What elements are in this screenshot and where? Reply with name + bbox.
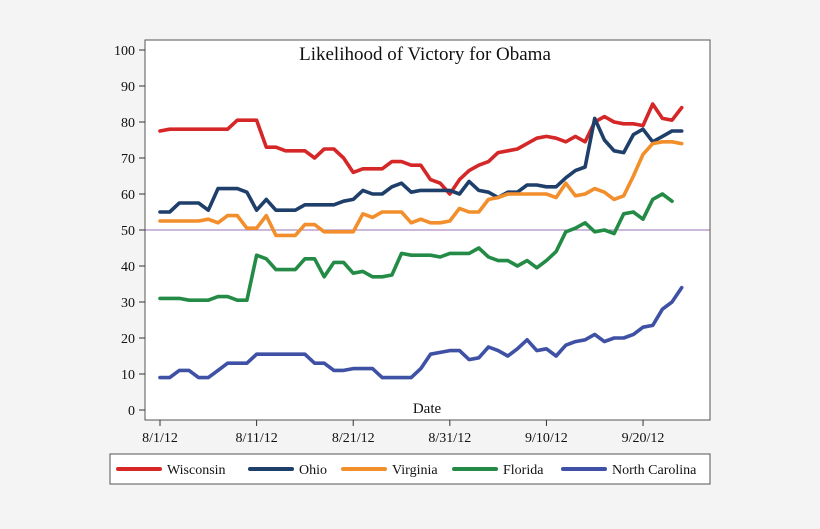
legend-label-ohio: Ohio bbox=[299, 463, 327, 478]
legend: Wisconsin Ohio Virginia Florida North Caroli… bbox=[109, 453, 711, 485]
legend-box bbox=[109, 453, 711, 485]
x-tick-label: 8/31/12 bbox=[428, 431, 471, 446]
series-line-ohio bbox=[158, 116, 684, 214]
y-tick-label: 90 bbox=[121, 80, 135, 95]
series-line-north-carolina bbox=[158, 285, 684, 380]
x-tick-label: 9/20/12 bbox=[622, 431, 665, 446]
x-tick-label: 8/1/12 bbox=[142, 431, 178, 446]
x-tick-label: 9/10/12 bbox=[525, 431, 568, 446]
y-tick-label: 50 bbox=[121, 224, 135, 239]
x-tick-label: 8/21/12 bbox=[332, 431, 375, 446]
x-axis-label: Date bbox=[413, 401, 442, 417]
series-line-virginia bbox=[158, 140, 684, 238]
series-line-florida bbox=[158, 192, 674, 303]
legend-label-wisconsin: Wisconsin bbox=[167, 463, 226, 478]
y-tick-label: 60 bbox=[121, 188, 135, 203]
legend-label-north-carolina: North Carolina bbox=[612, 463, 697, 478]
y-tick-label: 80 bbox=[121, 116, 135, 131]
chart-title: Likelihood of Victory for Obama bbox=[299, 44, 551, 65]
x-tick-label: 8/11/12 bbox=[235, 431, 277, 446]
legend-label-florida: Florida bbox=[503, 463, 544, 478]
legend-label-virginia: Virginia bbox=[392, 463, 438, 478]
y-tick-label: 70 bbox=[121, 152, 135, 167]
y-tick-label: 20 bbox=[121, 332, 135, 347]
y-tick-label: 10 bbox=[121, 368, 135, 383]
y-tick-label: 0 bbox=[128, 404, 135, 419]
y-tick-label: 40 bbox=[121, 260, 135, 275]
y-tick-label: 30 bbox=[121, 296, 135, 311]
y-tick-label: 100 bbox=[114, 44, 135, 59]
